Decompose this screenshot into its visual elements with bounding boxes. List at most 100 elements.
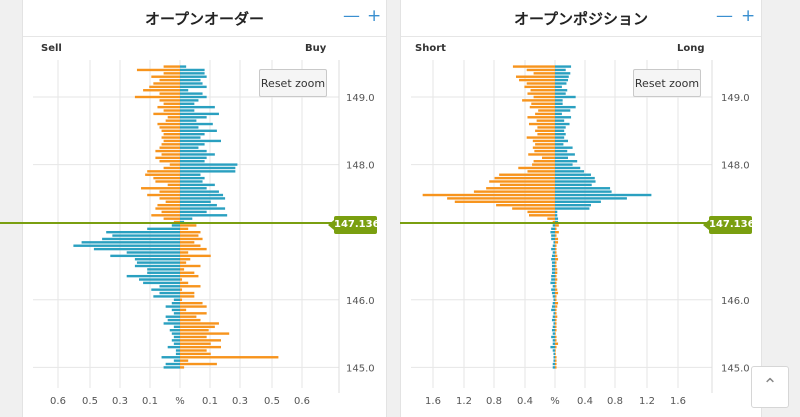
sell-bar — [134, 264, 180, 268]
scroll-top-button[interactable]: ⌃ — [751, 366, 789, 408]
sell-bar — [171, 332, 180, 335]
reset-zoom-button[interactable]: Reset zoom — [259, 69, 327, 97]
buy-bar — [180, 315, 197, 318]
sell-bar — [167, 116, 180, 119]
short-bar — [551, 335, 555, 339]
sell-bar — [163, 366, 180, 369]
buy-bar — [180, 89, 189, 92]
x-tick-label: 0.8 — [486, 396, 502, 407]
sell-bar — [163, 166, 180, 170]
sell-bar — [155, 207, 180, 210]
reset-zoom-button[interactable]: Reset zoom — [633, 69, 701, 97]
long-bar — [555, 359, 557, 362]
long-bar — [555, 176, 595, 180]
sell-bar — [147, 170, 180, 173]
orders-chart[interactable]: 0.6 0.5 0.3 0.1% 0.1 0.3 0.5 0.6 149.0 148.0 146.0… — [23, 0, 388, 417]
long-bar — [555, 325, 557, 329]
sell-bar — [126, 251, 180, 254]
buy-bar — [180, 105, 215, 109]
long-bar — [555, 75, 569, 78]
sell-bar — [159, 92, 180, 95]
buy-bar — [180, 160, 205, 163]
long-bar — [555, 366, 557, 369]
long-bar — [555, 193, 652, 197]
sell-bar — [165, 305, 180, 308]
sell-bar — [151, 214, 180, 217]
sell-bar — [167, 183, 180, 187]
y-tick-label: 149.0 — [346, 93, 375, 104]
long-bar — [555, 156, 569, 160]
orders-title: オープンオーダー — [144, 10, 265, 28]
long-bar — [555, 305, 558, 308]
buy-label: Buy — [305, 43, 327, 54]
short-bar — [530, 89, 555, 92]
buy-bar — [180, 116, 207, 119]
long-bar — [555, 102, 563, 105]
minus-icon[interactable]: — — [343, 6, 360, 26]
sell-bar — [159, 197, 180, 200]
buy-bar — [180, 200, 211, 203]
short-bar — [496, 203, 555, 207]
short-bar — [494, 176, 555, 180]
sell-bar — [106, 231, 180, 234]
sell-bar — [163, 217, 180, 220]
buy-bar — [180, 176, 205, 180]
short-bar — [551, 271, 555, 274]
buy-bar — [180, 298, 183, 301]
sell-bar — [149, 85, 180, 89]
sell-bar — [157, 122, 180, 126]
buy-bar — [180, 352, 211, 356]
sell-bar — [145, 173, 180, 176]
x-tick-label: 1.6 — [425, 396, 441, 407]
sell-bar — [161, 143, 180, 146]
short-bar — [528, 122, 555, 126]
sell-bar — [153, 82, 180, 85]
y-tick-label: 145.0 — [721, 363, 750, 374]
y-tick-label: 149.0 — [721, 93, 750, 104]
long-bar — [555, 129, 565, 132]
short-bar — [551, 308, 555, 312]
long-bar — [555, 335, 557, 339]
short-bar — [519, 78, 555, 82]
sell-bar — [155, 149, 180, 153]
short-bar — [526, 68, 555, 72]
buy-bar — [180, 85, 207, 89]
long-bar — [555, 214, 558, 217]
long-bar — [555, 291, 559, 295]
sell-bar — [151, 288, 180, 291]
positions-chart[interactable]: 1.6 1.2 0.8 0.4% 0.4 0.8 1.2 1.6 149.0 148.0 146.0… — [401, 0, 763, 417]
x-tick-label: % — [550, 396, 560, 407]
short-bar — [537, 132, 555, 136]
short-bar — [552, 295, 555, 298]
sell-bar — [143, 281, 180, 285]
plus-icon[interactable]: + — [367, 6, 382, 26]
buy-bar — [180, 146, 199, 149]
x-tick-label: 0.5 — [264, 396, 280, 407]
plus-icon[interactable]: + — [741, 6, 756, 26]
long-bar — [555, 68, 566, 72]
sell-bar — [143, 89, 180, 92]
short-bar — [531, 102, 555, 105]
sell-bar — [126, 274, 180, 278]
sell-bar — [159, 99, 180, 102]
x-tick-label: 0.6 — [294, 396, 310, 407]
minus-icon[interactable]: — — [716, 6, 733, 26]
sell-bar — [151, 75, 180, 78]
x-tick-label: 0.4 — [517, 396, 533, 407]
short-bar — [551, 288, 555, 291]
long-bar — [555, 322, 557, 325]
short-bar — [526, 136, 555, 139]
sell-bar — [165, 200, 180, 203]
short-bar — [551, 318, 555, 322]
x-tick-label: 1.2 — [456, 396, 472, 407]
long-bar — [555, 160, 578, 163]
buy-bar — [180, 237, 203, 241]
short-bar — [518, 166, 555, 170]
buy-bar — [180, 122, 213, 126]
long-bar — [555, 210, 558, 214]
buy-bar — [180, 95, 207, 99]
short-bar — [551, 234, 555, 237]
sell-bar — [171, 308, 180, 312]
buy-bar — [180, 366, 185, 369]
buy-bar — [180, 163, 238, 166]
